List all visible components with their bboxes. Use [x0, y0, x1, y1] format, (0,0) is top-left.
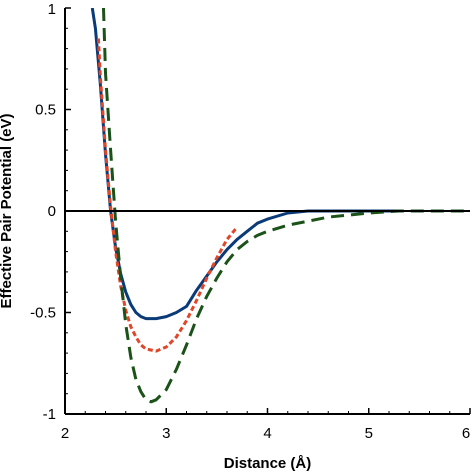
series-line-solid [90, 8, 400, 321]
y-tick-label: 0 [48, 203, 56, 220]
series-line-dashed [102, 8, 470, 404]
y-tick-label: 0.5 [35, 102, 56, 119]
y-tick-label: -1 [43, 406, 56, 423]
y-tick-label: -0.5 [30, 305, 56, 322]
x-axis-title: Distance (Å) [224, 455, 312, 472]
x-tick-label: 5 [365, 425, 373, 442]
x-tick-label: 6 [462, 425, 470, 442]
y-tick-label: 1 [48, 1, 56, 18]
ticks: 2 3 4 5 6 1 0.5 0 -0.5 -1 [30, 1, 471, 442]
x-tick-label: 3 [162, 425, 170, 442]
series-line-dotted [96, 38, 239, 353]
y-axis-title: Effective Pair Potential (eV) [0, 113, 15, 308]
x-tick-label: 2 [61, 425, 69, 442]
x-tick-label: 4 [263, 425, 271, 442]
series-layer [90, 8, 470, 404]
